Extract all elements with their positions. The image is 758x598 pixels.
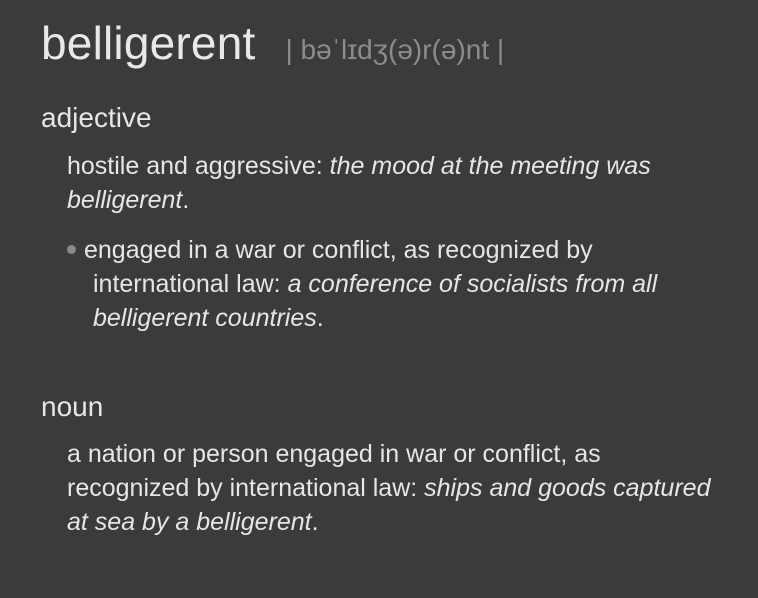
adjective-sense-1-definition: hostile and aggressive: — [67, 152, 330, 180]
part-of-speech-noun: noun — [41, 391, 104, 422]
adjective-sense-2-definition-line1: engaged in a war or conflict, as recogni… — [84, 236, 593, 264]
adjective-sense-2-rest: international law: a conference of socia… — [93, 267, 718, 335]
noun-sense-1-definition: a nation or person engaged in war or con… — [67, 440, 601, 502]
headword: belligerent — [41, 17, 256, 69]
pronunciation: | bəˈlɪdʒ(ə)r(ə)nt | — [285, 34, 505, 65]
noun-sense-1-end: . — [311, 508, 319, 536]
adjective-sense-2-end: . — [316, 304, 324, 332]
part-of-speech-adjective: adjective — [41, 102, 152, 133]
adjective-sense-1: hostile and aggressive: the mood at the … — [67, 149, 718, 217]
adjective-sense-2-definition-line2: international law: — [93, 270, 288, 298]
adjective-sense-1-example: the mood at the meeting was belligerent — [67, 152, 651, 214]
adjective-sense-1-end: . — [182, 186, 190, 214]
bullet-icon — [67, 244, 76, 254]
noun-sense-1-example: ships and goods captured at sea by a bel… — [67, 474, 711, 536]
headword-row: belligerent | bəˈlɪdʒ(ə)r(ə)nt | — [41, 16, 718, 76]
noun-sense-1: a nation or person engaged in war or con… — [67, 437, 718, 539]
adjective-sense-2-first-line: engaged in a war or conflict, as recogni… — [67, 233, 718, 267]
adjective-sense-2-example: a conference of socialists from all bell… — [93, 270, 658, 332]
adjective-sense-2: engaged in a war or conflict, as recogni… — [67, 233, 718, 335]
